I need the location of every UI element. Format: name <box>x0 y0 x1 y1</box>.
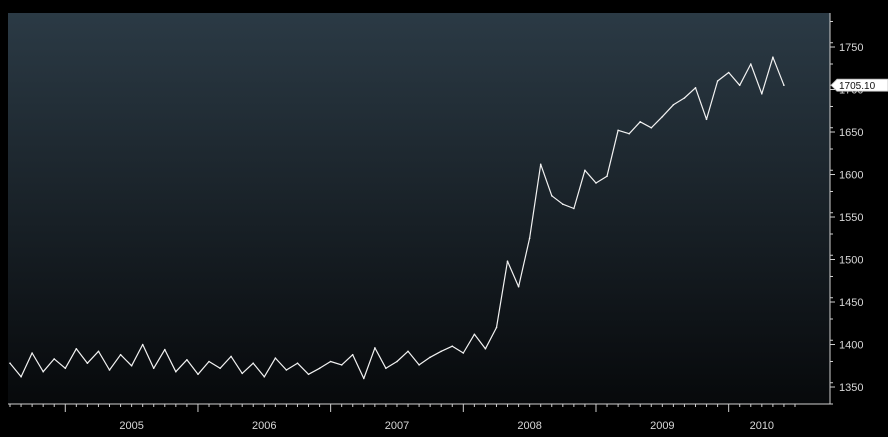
data-point <box>108 369 111 371</box>
data-point <box>484 348 487 350</box>
data-point <box>130 365 133 367</box>
data-point <box>20 376 22 378</box>
data-point <box>396 360 398 363</box>
data-point <box>772 56 774 58</box>
data-point <box>551 195 553 197</box>
data-point <box>429 356 431 359</box>
data-point <box>783 84 785 86</box>
data-point <box>252 362 254 365</box>
data-point <box>628 132 630 135</box>
data-point <box>363 377 365 380</box>
data-point <box>197 373 199 376</box>
data-point <box>329 360 332 363</box>
y-tick-label-1450: 1450 <box>839 297 863 309</box>
data-point <box>42 370 44 373</box>
data-point <box>584 169 586 172</box>
data-point <box>31 352 33 354</box>
y-tick-label-1350: 1350 <box>839 382 863 394</box>
x-year-label-2007: 2007 <box>385 420 409 432</box>
data-point <box>241 372 243 375</box>
data-point <box>595 182 597 184</box>
data-point <box>64 367 67 370</box>
data-point <box>440 350 443 353</box>
data-point <box>119 353 122 356</box>
data-point <box>97 350 100 353</box>
x-year-label-2009: 2009 <box>650 420 674 432</box>
data-point <box>573 207 575 210</box>
data-point <box>506 260 509 263</box>
last-value-marker <box>830 78 888 92</box>
x-year-label-2005: 2005 <box>119 420 143 432</box>
data-point <box>639 121 641 123</box>
y-tick-label-1400: 1400 <box>839 340 863 352</box>
data-point <box>340 364 343 366</box>
data-point <box>539 163 542 166</box>
data-point <box>374 347 376 349</box>
x-year-label-2008: 2008 <box>517 420 541 432</box>
data-point <box>462 352 465 354</box>
y-tick-label-1650: 1650 <box>839 127 863 139</box>
data-point <box>562 203 564 205</box>
data-point <box>528 237 531 240</box>
data-point <box>716 80 719 82</box>
last-value-tag: 1705.10 <box>830 78 888 92</box>
data-point <box>285 369 288 371</box>
x-year-label-2010: 2010 <box>750 420 774 432</box>
data-point <box>152 367 155 370</box>
data-point <box>727 71 730 74</box>
data-point <box>606 175 608 177</box>
x-year-label-2006: 2006 <box>252 420 276 432</box>
data-point <box>683 97 686 99</box>
data-point <box>263 376 266 378</box>
data-point <box>451 345 454 348</box>
data-point <box>175 370 177 373</box>
y-tick-label-1550: 1550 <box>839 212 863 224</box>
data-point <box>208 360 210 363</box>
data-point <box>738 84 741 87</box>
y-tick-label-1500: 1500 <box>839 255 863 267</box>
data-point <box>9 362 11 365</box>
data-point <box>661 115 664 118</box>
y-tick-label-1600: 1600 <box>839 170 863 182</box>
series-layer <box>9 56 785 380</box>
data-point <box>650 127 653 129</box>
data-point <box>141 343 144 346</box>
y-tick-label-1750: 1750 <box>839 42 863 54</box>
data-point <box>705 118 708 121</box>
data-point <box>517 285 520 288</box>
data-point <box>385 367 387 370</box>
data-point <box>351 353 354 356</box>
data-point <box>694 87 697 89</box>
data-point <box>473 333 476 336</box>
data-point <box>186 359 188 361</box>
data-point <box>418 364 420 366</box>
data-point <box>75 348 78 350</box>
x-axis: 2005 2006 2007 2008 2009 2010 <box>8 403 830 432</box>
data-point <box>86 362 89 365</box>
data-point <box>164 348 166 351</box>
plot-area <box>8 13 830 404</box>
y-axis: 135014001450150015501600165017001750 <box>829 13 863 405</box>
data-point <box>617 129 619 132</box>
data-point <box>230 355 232 358</box>
last-value-label: 1705.10 <box>839 81 876 92</box>
data-point <box>672 104 675 106</box>
data-point <box>750 63 752 65</box>
data-point <box>761 93 763 95</box>
data-point <box>274 357 277 359</box>
data-point <box>495 326 498 329</box>
data-point <box>296 362 299 365</box>
data-point <box>53 358 55 360</box>
data-point <box>407 350 409 353</box>
data-point <box>318 367 321 370</box>
data-point <box>219 367 221 370</box>
data-point <box>307 373 310 376</box>
